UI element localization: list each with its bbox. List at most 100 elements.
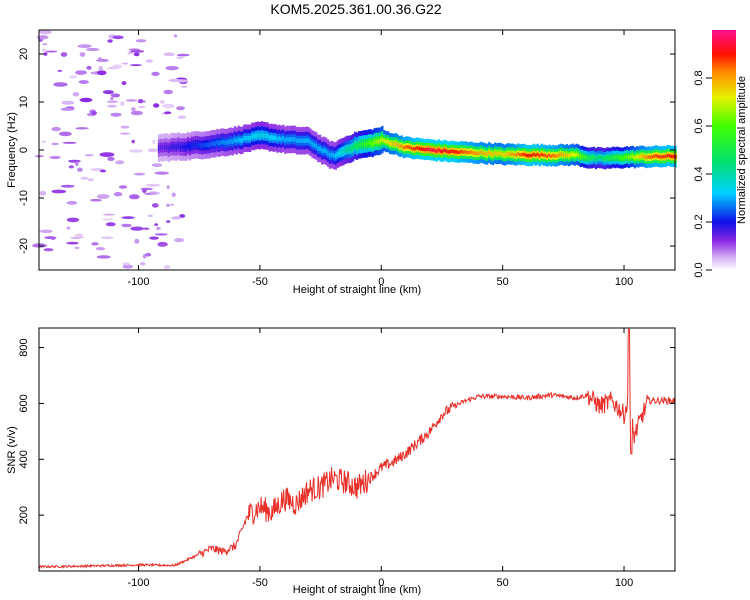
noise-blob [90,198,102,202]
ridge-cell [548,153,551,157]
ridge-cell [216,140,219,145]
y-tick-label: 0 [18,147,30,153]
noise-blob [164,111,172,115]
ridge-cell [177,143,180,149]
ridge-cell [429,148,432,152]
ridge-cell [460,149,464,154]
ridge-cell [546,154,549,158]
ridge-cell [538,154,541,158]
noise-blob [156,227,161,230]
noise-blob [60,107,75,111]
ridge-cell [493,151,497,155]
noise-blob [107,104,117,108]
noise-blob [166,203,170,207]
noise-blob [130,226,144,231]
ridge-cell [540,152,543,156]
ridge-cell [206,142,209,148]
noise-blob [43,248,54,252]
ridge-cell [338,150,341,156]
ridge-cell [394,142,398,146]
ridge-cell [365,141,368,147]
ridge-cell [645,155,648,160]
ridge-cell [425,147,429,152]
ridge-cell [416,146,419,150]
ridge-cell [556,154,559,158]
noise-blob [66,201,78,205]
ridge-cell [457,150,460,155]
x-tick-label: 50 [497,577,509,589]
noise-blob [163,89,173,95]
ridge-cell [445,149,448,153]
noise-blob [79,52,86,57]
ridge-cell [260,132,264,138]
noise-blob [75,161,79,167]
ridge-cell [196,142,199,148]
ridge-cell [606,156,609,160]
noise-blob [66,217,80,223]
noise-blob [101,218,114,221]
ridge-cell [569,153,572,157]
ridge-cell [441,149,444,154]
ridge-cell [383,139,386,143]
ridge-cell [408,145,411,149]
noise-blob [100,236,114,240]
noise-blob [154,223,159,226]
ridge-cell [585,155,588,160]
ridge-cell [662,154,666,159]
ridge-cell [398,144,401,149]
ridge-cell [214,141,217,146]
ridge-cell [325,149,328,154]
ridge-cell [614,156,617,160]
noise-blob [66,241,79,245]
ridge-cell [194,142,197,147]
ridge-cell [239,138,242,143]
ridge-cell [447,150,450,154]
noise-blob [121,223,132,228]
noise-blob [102,90,114,95]
ridge-cell [653,154,656,159]
ridge-cell [633,156,636,160]
noise-blob [68,159,81,163]
x-tick-label: -100 [128,577,150,589]
ridge-cell [204,142,207,148]
ridge-cell [328,152,331,158]
noise-blob [151,71,160,76]
noise-blob [131,139,135,144]
y-tick-label: -10 [18,190,30,206]
snr-x-ticks: -100 -50 0 50 100 [128,328,633,589]
noise-blob [145,183,161,187]
ridge-cell [280,137,283,142]
noise-blob [171,192,176,198]
noise-blob [142,227,150,230]
spectrogram-x-ticks: -100 -50 0 50 100 [128,30,633,288]
ridge-cell [482,151,485,155]
ridge-cell [422,147,425,151]
spectrogram-y-ticks: -20 -10 0 10 20 [18,48,675,254]
noise-blob [153,103,160,108]
ridge-cell [583,155,586,159]
ridge-cell [406,145,409,149]
snr-frame [38,327,676,572]
noise-blob [129,64,142,67]
ridge-cell [212,141,215,146]
noise-blob [96,194,110,199]
ridge-cell [293,137,297,142]
ridge-cell [507,152,510,156]
ridge-cell [513,153,516,157]
noise-blob [96,255,111,259]
ridge-cell [187,143,190,148]
noise-blob [113,192,123,197]
ridge-cell [581,154,584,158]
ridge-cell [241,137,244,143]
colorbar-tick-label: 0.8 [693,70,705,85]
noise-blob [42,43,48,46]
ridge-cell [660,155,664,159]
ridge-cell [639,154,642,158]
ridge-cell [330,152,333,157]
ridge-cell [495,152,499,156]
ridge-cell [198,143,201,148]
ridge-cell [208,142,211,147]
noise-blob [77,167,83,172]
ridge-cell [558,153,561,157]
